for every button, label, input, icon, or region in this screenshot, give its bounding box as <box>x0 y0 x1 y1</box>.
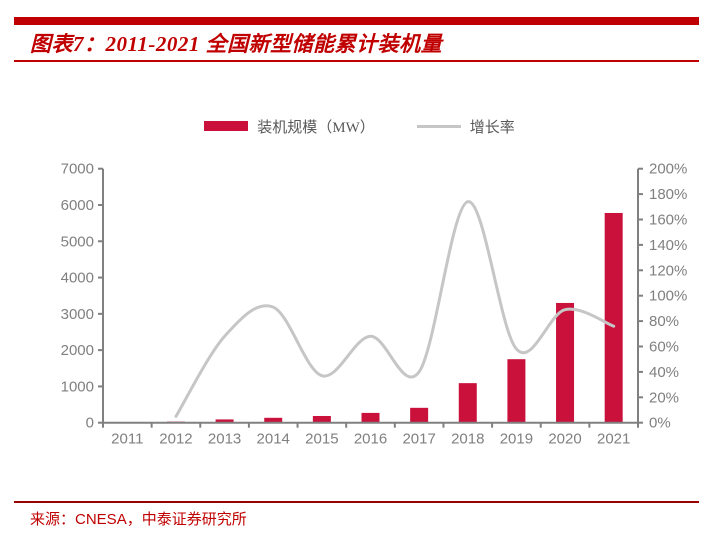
legend-label: 增长率 <box>469 119 515 136</box>
bar-2015 <box>312 415 331 423</box>
source-line: 来源：CNESA，中泰证券研究所 <box>30 508 690 529</box>
left-tick-label: 7000 <box>61 161 94 178</box>
legend-item-installed-capacity: 装机规模（MW） <box>204 116 375 137</box>
bar-2013 <box>215 419 234 423</box>
bar-2020 <box>556 302 575 423</box>
right-tick-label: 100% <box>649 288 687 305</box>
right-tick-label: 160% <box>649 212 687 229</box>
x-tick-label: 2017 <box>402 431 435 448</box>
left-tick-label: 0 <box>86 415 94 432</box>
right-tick-label: 140% <box>649 237 687 254</box>
x-tick-label: 2013 <box>208 431 241 448</box>
right-tick-label: 0% <box>649 415 671 432</box>
left-tick-label: 5000 <box>61 233 94 250</box>
bar-2018 <box>458 383 477 423</box>
right-tick-label: 80% <box>649 313 679 330</box>
right-tick-label: 180% <box>649 186 687 203</box>
combo-chart: 0 1000 2000 3000 4000 5000 6000 7000 0% 20% 40% 60%… <box>61 161 688 448</box>
source-prefix: 来源： <box>30 512 76 528</box>
x-tick-label: 2019 <box>500 431 533 448</box>
bar-series-swatch-icon <box>204 121 249 131</box>
x-tick-label: 2015 <box>305 431 338 448</box>
title-underline <box>14 60 699 62</box>
x-tick-label: 2012 <box>159 431 192 448</box>
bar-2021 <box>604 212 623 423</box>
chart-legend: 装机规模（MW） 增长率 <box>0 116 719 136</box>
legend-item-growth-rate: 增长率 <box>416 116 515 137</box>
x-tick-label: 2021 <box>597 431 630 448</box>
top-accent-bar <box>14 17 699 25</box>
x-tick-label: 2016 <box>354 431 387 448</box>
bar-2017 <box>410 407 429 423</box>
x-tick-label: 2011 <box>111 431 143 448</box>
left-tick-label: 1000 <box>61 378 94 395</box>
source-text: CNESA，中泰证券研究所 <box>75 511 247 528</box>
left-tick-label: 6000 <box>61 197 94 214</box>
right-tick-label: 20% <box>649 389 679 406</box>
right-tick-label: 200% <box>649 161 687 178</box>
bar-2014 <box>264 417 283 423</box>
growth-rate-line <box>174 200 616 418</box>
left-tick-label: 3000 <box>61 306 94 323</box>
x-tick-label: 2014 <box>257 431 290 448</box>
bar-2019 <box>507 359 526 423</box>
legend-label: 装机规模（MW） <box>257 119 375 136</box>
bar-2016 <box>361 412 380 423</box>
right-tick-label: 60% <box>649 339 679 356</box>
left-tick-label: 4000 <box>61 270 94 287</box>
left-tick-label: 2000 <box>61 342 94 359</box>
right-tick-label: 40% <box>649 364 679 381</box>
right-tick-label: 120% <box>649 262 687 279</box>
page-title: 图表7：2011-2021 全国新型储能累计装机量 <box>30 32 443 56</box>
x-tick-label: 2018 <box>451 431 484 448</box>
line-series-swatch-icon <box>416 124 461 128</box>
footer-rule <box>14 501 699 503</box>
x-tick-label: 2020 <box>548 431 581 448</box>
